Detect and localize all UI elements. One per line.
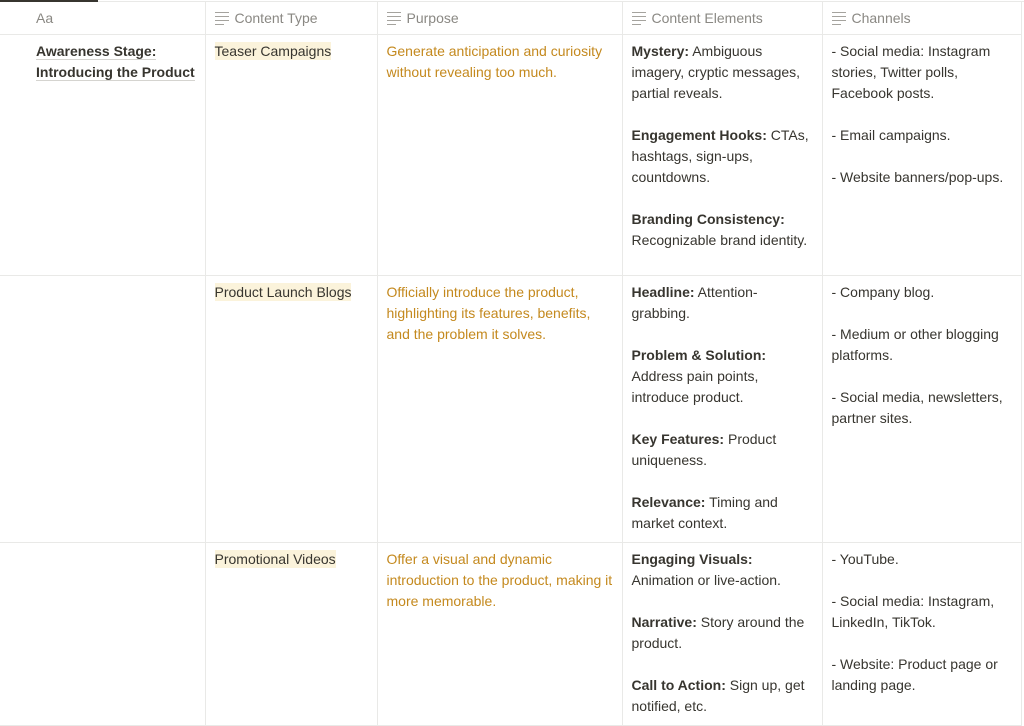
content-element: Mystery: Ambiguous imagery, cryptic mess…: [632, 41, 813, 104]
element-label: Relevance:: [631, 494, 706, 510]
purpose-text: Generate anticipation and curiosity with…: [386, 43, 603, 80]
element-text: CTAs, hashtags, sign-ups, countdowns.: [631, 127, 809, 185]
element-label: Mystery:: [631, 43, 690, 59]
element-text: Ambiguous imagery, cryptic messages, par…: [631, 43, 801, 101]
text-lines-icon: [631, 9, 646, 28]
column-header-channels[interactable]: Channels: [822, 2, 1022, 35]
element-label: Problem & Solution:: [631, 347, 767, 363]
column-label: Content Type: [234, 10, 318, 26]
content-element: Call to Action: Sign up, get notified, e…: [632, 675, 813, 717]
cell-purpose[interactable]: Officially introduce the product, highli…: [377, 275, 623, 543]
table-row[interactable]: Promotional Videos Offer a visual and dy…: [0, 542, 1022, 726]
element-label: Narrative:: [631, 614, 697, 630]
element-text: Recognizable brand identity.: [631, 232, 808, 248]
text-lines-icon: [214, 9, 229, 28]
purpose-text: Offer a visual and dynamic introduction …: [386, 551, 613, 609]
channel-item: - Social media: Instagram stories, Twitt…: [831, 43, 991, 101]
channel-item: - Social media, newsletters, partner sit…: [831, 389, 1003, 426]
content-type-text: Promotional Videos: [214, 550, 336, 568]
active-view-indicator: [0, 0, 98, 2]
column-header-content-type[interactable]: Content Type: [205, 2, 378, 35]
cell-purpose[interactable]: Offer a visual and dynamic introduction …: [377, 542, 623, 726]
channel-item: - Website banners/pop-ups.: [831, 169, 1004, 185]
channel-item: - Medium or other blogging platforms.: [831, 326, 999, 363]
content-element: Key Features: Product uniqueness.: [632, 429, 813, 471]
column-header-content-elements[interactable]: Content Elements: [622, 2, 823, 35]
element-text: Timing and market context.: [631, 494, 778, 531]
content-element: Relevance: Timing and market context.: [632, 492, 813, 534]
cell-content-type[interactable]: Promotional Videos: [205, 542, 378, 726]
text-lines-icon: [831, 9, 846, 28]
text-lines-icon: [386, 9, 401, 28]
cell-channels[interactable]: - Company blog. - Medium or other bloggin…: [822, 275, 1022, 543]
element-label: Engagement Hooks:: [631, 127, 767, 143]
cell-content-elements[interactable]: Mystery: Ambiguous imagery, cryptic mess…: [622, 34, 823, 276]
element-label: Headline:: [631, 284, 695, 300]
column-label: Aa: [36, 10, 54, 26]
element-label: Branding Consistency:: [631, 211, 785, 227]
channel-item: - Company blog.: [831, 284, 935, 300]
column-header-name[interactable]: Aa: [0, 2, 206, 35]
cell-channels[interactable]: - YouTube. - Social media: Instagram, Lin…: [822, 542, 1022, 726]
element-label: Engaging Visuals:: [631, 551, 753, 567]
channel-item: - Website: Product page or landing page.: [831, 656, 998, 693]
cell-name[interactable]: [0, 542, 206, 726]
table-row[interactable]: Product Launch Blogs Officially introduc…: [0, 275, 1022, 543]
content-element: Problem & Solution: Address pain points,…: [632, 345, 813, 408]
cell-name[interactable]: Awareness Stage: Introducing the Product: [0, 34, 206, 276]
element-text: Attention-grabbing.: [631, 284, 758, 321]
element-text: Animation or live-action.: [631, 572, 781, 588]
cell-purpose[interactable]: Generate anticipation and curiosity with…: [377, 34, 623, 276]
channel-item: - Social media: Instagram, LinkedIn, Tik…: [831, 593, 995, 630]
column-label: Purpose: [406, 10, 459, 26]
content-element: Engagement Hooks: CTAs, hashtags, sign-u…: [632, 125, 813, 188]
cell-content-type[interactable]: Product Launch Blogs: [205, 275, 378, 543]
content-type-text: Product Launch Blogs: [214, 283, 352, 301]
cell-content-type[interactable]: Teaser Campaigns: [205, 34, 378, 276]
column-label: Content Elements: [651, 10, 763, 26]
content-element: Engaging Visuals: Animation or live-acti…: [632, 549, 813, 591]
channel-item: - YouTube.: [831, 551, 899, 567]
cell-content-elements[interactable]: Engaging Visuals: Animation or live-acti…: [622, 542, 823, 726]
content-element: Headline: Attention-grabbing.: [632, 282, 813, 324]
table-row[interactable]: Awareness Stage: Introducing the Product…: [0, 34, 1022, 276]
content-element: Narrative: Story around the product.: [632, 612, 813, 654]
element-text: Story around the product.: [631, 614, 805, 651]
channel-item: - Email campaigns.: [831, 127, 951, 143]
content-type-text: Teaser Campaigns: [214, 42, 332, 60]
divider: [98, 1, 1024, 2]
purpose-text: Officially introduce the product, highli…: [386, 284, 591, 342]
column-header-purpose[interactable]: Purpose: [377, 2, 623, 35]
content-element: Branding Consistency: Recognizable brand…: [632, 209, 813, 251]
cell-name[interactable]: [0, 275, 206, 543]
column-label: Channels: [851, 10, 911, 26]
element-text: Address pain points, introduce product.: [631, 368, 759, 405]
element-text: Sign up, get notified, etc.: [631, 677, 805, 714]
cell-content-elements[interactable]: Headline: Attention-grabbing. Problem & S…: [622, 275, 823, 543]
element-text: Product uniqueness.: [631, 431, 777, 468]
element-label: Call to Action:: [631, 677, 726, 693]
header-row: Aa Content Type Purpose Content Elements…: [0, 2, 1022, 35]
element-label: Key Features:: [631, 431, 725, 447]
row-title[interactable]: Awareness Stage: Introducing the Product: [36, 43, 195, 81]
cell-channels[interactable]: - Social media: Instagram stories, Twitt…: [822, 34, 1022, 276]
